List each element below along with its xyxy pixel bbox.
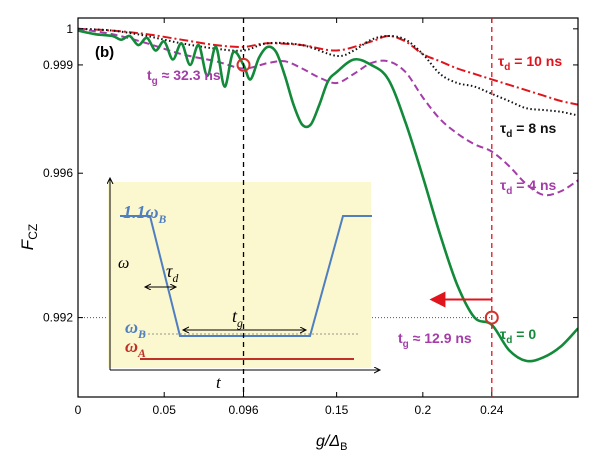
inset-label-top-sub: B [158,213,167,226]
curve-label-3-rest: = 0 [512,326,536,342]
curve-label-1: τd = 8 ns [500,120,557,140]
xtick-label: 0.15 [325,403,349,417]
curve-label-1-rest: = 8 ns [512,120,556,136]
axes-frame [77,17,579,398]
curve-label-1-main: τ [500,120,507,136]
curve-label-3: τd = 0 [500,326,536,346]
panel-label: (b) [95,44,114,61]
series-line-1 [78,27,578,197]
annotation-tg-1-rest: ≈ 32.3 ns [158,67,221,83]
y-axis-label-sub: CZ [26,224,40,240]
curve-label-0-rest: = 10 ns [510,53,562,69]
plot-border [77,17,579,398]
inset-y-label: ω [118,255,129,272]
inset-tg-label-main: t [232,306,238,326]
ytick-label: 0.996 [43,166,73,180]
xtick-label: 0 [75,403,82,417]
curve-label-0: τd = 10 ns [498,53,562,73]
curve-label-0-sub: d [504,62,510,73]
ytick-label: 1 [66,22,73,36]
ytick-label: 0.992 [43,311,73,325]
inset-omega-a-label-sub: A [137,347,146,360]
inset-x-label: t [216,373,222,392]
curve-label-2-main: τ [500,177,507,193]
curve-label-2: τd = 4 ns [500,177,557,197]
inset-omega-b-label: ωB [125,317,146,341]
ytick-label: 0.999 [43,58,73,72]
curve-label-2-rest: = 4 ns [512,177,556,193]
inset-omega-a-label-main: ω [125,336,138,356]
series-line-2 [78,27,578,117]
xtick-label: 0.2 [414,403,431,417]
inset-tg-label: tg [232,306,243,330]
x-axis-label: g/ΔB [316,433,347,453]
x-axis-label-sub: B [340,441,347,453]
inset-tg-label-sub: g [237,317,243,330]
annotation-tg-1: tg ≈ 32.3 ns [147,67,221,87]
inset-omega-a-label: ωA [125,336,146,360]
curve-label-1-sub: d [506,129,512,140]
xtick-label: 0.05 [153,403,177,417]
inset-omega-b-label-main: ω [125,317,138,337]
inset-omega-b-label-sub: B [137,328,146,341]
marker-circle-1 [484,310,499,325]
pulse-shape [120,215,372,337]
curve-label-3-main: τ [500,326,507,342]
inset-label-top-main: 1.1ω [123,202,159,222]
curves-layer [78,27,578,363]
curve-label-0-main: τ [498,53,505,69]
inset-x-label-main: t [216,373,222,392]
annotation-tg-1-main: t [147,67,152,83]
annotation-tg-2: tg ≈ 12.9 ns [398,330,472,350]
inset-y-label-main: ω [118,255,129,272]
series-line-0 [78,29,578,363]
annotation-tg-2-main: t [398,330,403,346]
marker-circle-0 [236,57,251,72]
y-axis-label: FCZ [18,224,40,250]
annotation-tg-2-sub: g [403,339,409,350]
annotation-tg-2-rest: ≈ 12.9 ns [409,330,472,346]
inset-tau-label-sub: d [172,272,178,285]
xtick-label: 0.24 [480,403,504,417]
x-axis-label-main: g/Δ [316,433,340,450]
curve-label-3-sub: d [506,335,512,346]
inset-tau-label: τd [166,261,178,285]
inset-label-top: 1.1ωB [123,202,167,226]
xtick-label: 0.096 [229,403,259,417]
curve-label-2-sub: d [506,186,512,197]
annotation-tg-1-sub: g [152,76,158,87]
inset-tau-label-main: τ [166,261,173,281]
y-axis-label-main: F [18,238,37,250]
